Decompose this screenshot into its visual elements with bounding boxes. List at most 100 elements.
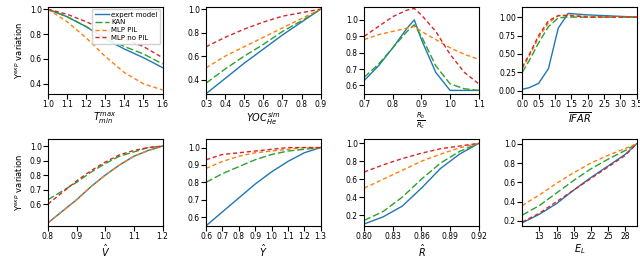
Line: KAN: KAN — [364, 25, 479, 90]
MLP PIL — [360, 38, 368, 41]
MLP no PIL — [535, 34, 543, 37]
MLP no PIL — [564, 14, 572, 17]
MLP no PIL — [518, 220, 526, 224]
X-axis label: $\overline{IFAR}$: $\overline{IFAR}$ — [568, 110, 591, 125]
MLP no PIL — [101, 160, 109, 164]
Line: MLP PIL: MLP PIL — [206, 9, 321, 68]
Line: KAN: KAN — [364, 143, 479, 220]
expert model — [475, 89, 483, 92]
Line: MLP PIL: MLP PIL — [522, 15, 637, 69]
KAN — [87, 171, 95, 174]
KAN — [241, 54, 248, 58]
MLP PIL — [587, 161, 595, 165]
KAN — [604, 157, 612, 161]
expert model — [418, 38, 426, 41]
MLP no PIL — [120, 38, 128, 41]
KAN — [432, 64, 440, 67]
KAN — [518, 214, 526, 217]
expert model — [221, 77, 229, 80]
KAN — [380, 210, 387, 213]
MLP PIL — [432, 38, 440, 41]
KAN — [300, 148, 308, 151]
KAN — [389, 46, 397, 50]
KAN — [259, 43, 267, 46]
KAN — [587, 167, 595, 171]
Line: MLP no PIL: MLP no PIL — [522, 16, 637, 67]
MLP PIL — [403, 26, 411, 30]
KAN — [159, 62, 166, 66]
MLP no PIL — [633, 142, 640, 145]
expert model — [475, 142, 483, 145]
MLP no PIL — [374, 25, 382, 28]
KAN — [633, 16, 640, 19]
KAN — [570, 179, 578, 182]
expert model — [140, 56, 147, 59]
expert model — [399, 205, 406, 208]
MLP PIL — [604, 154, 612, 157]
MLP no PIL — [389, 15, 397, 18]
MLP no PIL — [380, 163, 387, 166]
expert model — [536, 212, 543, 216]
MLP no PIL — [44, 202, 52, 206]
MLP no PIL — [73, 179, 81, 183]
expert model — [456, 153, 463, 156]
expert model — [403, 26, 411, 30]
MLP PIL — [475, 142, 483, 145]
expert model — [120, 47, 128, 51]
Line: expert model: expert model — [364, 20, 479, 90]
Line: expert model: expert model — [364, 143, 479, 224]
MLP no PIL — [456, 144, 463, 148]
MLP no PIL — [570, 188, 578, 192]
Line: expert model: expert model — [522, 13, 637, 89]
KAN — [475, 142, 483, 145]
MLP no PIL — [554, 14, 562, 17]
MLP PIL — [252, 151, 259, 154]
KAN — [554, 16, 562, 20]
KAN — [446, 82, 454, 85]
expert model — [83, 25, 90, 28]
MLP no PIL — [241, 27, 248, 31]
MLP PIL — [44, 221, 52, 224]
MLP no PIL — [252, 149, 259, 153]
MLP no PIL — [461, 71, 468, 74]
KAN — [633, 142, 640, 145]
MLP PIL — [73, 198, 81, 201]
Line: expert model: expert model — [206, 147, 321, 226]
expert model — [44, 8, 52, 11]
MLP PIL — [418, 160, 426, 163]
X-axis label: $T^{max}_{min}$: $T^{max}_{min}$ — [93, 110, 117, 126]
MLP PIL — [446, 46, 454, 50]
KAN — [535, 41, 543, 45]
MLP PIL — [545, 21, 552, 25]
MLP PIL — [259, 36, 267, 39]
MLP no PIL — [418, 152, 426, 155]
KAN — [545, 25, 552, 28]
MLP no PIL — [159, 144, 166, 148]
MLP PIL — [564, 13, 572, 17]
KAN — [235, 165, 243, 168]
MLP PIL — [525, 55, 532, 58]
KAN — [456, 150, 463, 153]
MLP no PIL — [268, 148, 275, 151]
Line: MLP PIL: MLP PIL — [206, 147, 321, 168]
MLP PIL — [241, 45, 248, 48]
KAN — [399, 196, 406, 199]
Line: MLP PIL: MLP PIL — [364, 26, 479, 59]
MLP no PIL — [221, 36, 229, 39]
MLP PIL — [221, 54, 229, 58]
MLP no PIL — [202, 158, 210, 161]
expert model — [360, 79, 368, 82]
expert model — [518, 221, 526, 224]
MLP PIL — [159, 144, 166, 148]
MLP PIL — [535, 36, 543, 39]
expert model — [298, 20, 305, 24]
KAN — [374, 63, 382, 66]
MLP PIL — [380, 178, 387, 181]
MLP no PIL — [116, 153, 124, 156]
MLP no PIL — [63, 13, 71, 16]
MLP PIL — [418, 30, 426, 33]
MLP no PIL — [44, 8, 52, 11]
MLP no PIL — [101, 29, 109, 32]
X-axis label: $YOC^{sim}_{He}$: $YOC^{sim}_{He}$ — [246, 110, 281, 127]
KAN — [268, 153, 275, 156]
